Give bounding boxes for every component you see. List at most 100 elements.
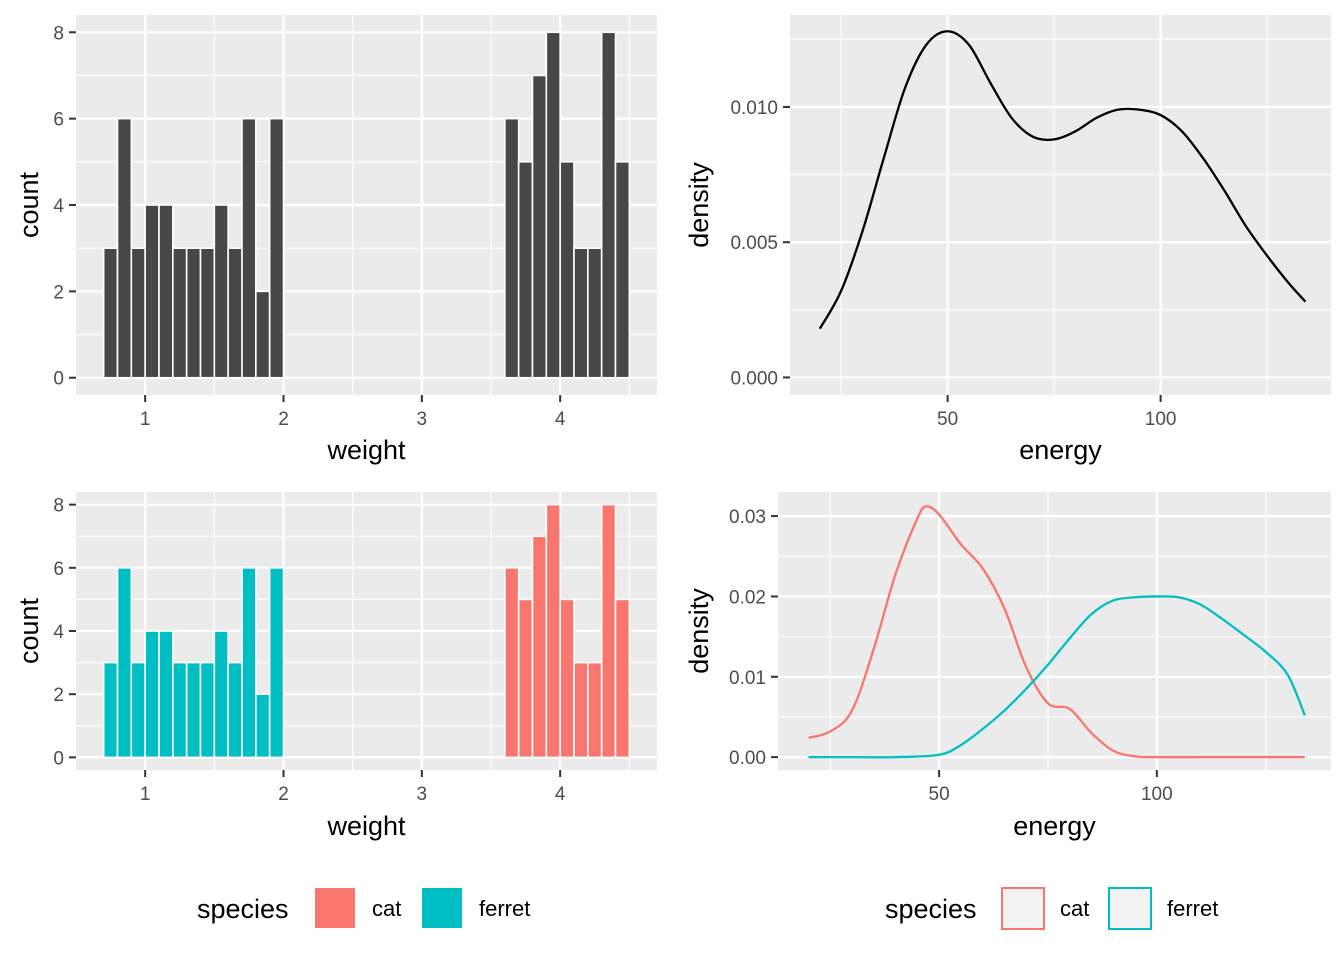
y-tick-label: 0 — [53, 369, 64, 390]
bar-cat — [517, 598, 534, 759]
bar — [213, 204, 229, 379]
bar-cat — [600, 503, 617, 759]
bar-ferret — [185, 661, 202, 759]
bar — [241, 117, 257, 379]
bar — [158, 204, 174, 379]
bar — [531, 74, 548, 379]
legend-left: species cat ferret — [197, 888, 530, 928]
bar — [199, 247, 216, 379]
y-axis-title: count — [14, 171, 44, 238]
y-tick-label: 0.010 — [730, 98, 778, 119]
bar — [614, 161, 631, 379]
bar-ferret — [241, 567, 257, 759]
x-tick-label: 2 — [278, 409, 289, 430]
panel-top-left: 0 2 4 6 8 1 2 3 4 weight count — [14, 15, 657, 465]
bar — [144, 204, 160, 379]
y-tick-label: 8 — [53, 496, 64, 517]
legend-right-ferret-label: ferret — [1167, 896, 1218, 921]
density-line — [818, 30, 1307, 330]
legend-left-cat-key — [315, 888, 355, 928]
y-tick-label: 0.01 — [729, 668, 766, 689]
legend-right-cat-key — [1001, 887, 1045, 930]
bar — [545, 31, 561, 379]
bar-ferret — [199, 661, 216, 759]
bar-cat — [573, 661, 589, 759]
bar — [573, 247, 589, 379]
bar — [116, 117, 133, 379]
y-tick-label: 4 — [53, 196, 64, 217]
panel-bottom-right: 0.00 0.01 0.02 0.03 50 100 energy density — [684, 492, 1331, 841]
bar — [517, 161, 534, 379]
y-tick-label: 0.03 — [729, 507, 766, 528]
bar — [559, 161, 575, 379]
panel-background — [790, 15, 1331, 395]
panel-background — [778, 492, 1331, 770]
legend-right-ferret-key — [1108, 887, 1152, 930]
y-tick-label: 6 — [53, 559, 64, 580]
x-axis-title: weight — [326, 435, 406, 465]
y-tick-label: 0.00 — [729, 748, 766, 769]
y-tick-label: 0.02 — [729, 587, 766, 608]
y-tick-label: 0.005 — [730, 233, 778, 254]
y-axis-title: density — [684, 588, 714, 674]
x-axis-title: energy — [1019, 435, 1102, 465]
legend-left-ferret-label: ferret — [479, 896, 530, 921]
bar-ferret — [144, 630, 160, 759]
bar-cat — [587, 661, 603, 759]
bar-ferret — [130, 661, 146, 759]
legend-right-cat-label: cat — [1060, 896, 1089, 921]
bar — [185, 247, 202, 379]
panel-bottom-left: 0 2 4 6 8 1 2 3 4 weight count — [14, 492, 657, 841]
x-tick-label: 50 — [937, 409, 958, 430]
y-axis-title: count — [14, 597, 44, 664]
bar — [255, 290, 271, 379]
y-tick-label: 0 — [53, 748, 64, 769]
x-tick-label: 3 — [417, 409, 428, 430]
x-tick-label: 2 — [278, 784, 289, 805]
legend-left-ferret-key — [422, 888, 462, 928]
y-tick-label: 2 — [53, 685, 64, 706]
panel-top-right: 0.000 0.005 0.010 50 100 energy density — [684, 15, 1331, 465]
bar-ferret — [255, 693, 271, 759]
bar — [587, 247, 603, 379]
x-tick-label: 100 — [1145, 409, 1177, 430]
x-tick-label: 50 — [929, 784, 950, 805]
bar-cat — [504, 567, 520, 759]
y-tick-label: 6 — [53, 110, 64, 131]
bar-ferret — [172, 661, 188, 759]
legend-left-title: species — [197, 894, 289, 924]
y-tick-label: 0.000 — [730, 368, 778, 389]
bar-cat — [545, 503, 561, 759]
x-tick-label: 3 — [417, 784, 428, 805]
bar-ferret — [158, 630, 174, 759]
x-tick-label: 4 — [555, 409, 566, 430]
bar-ferret — [213, 630, 229, 759]
legend-left-cat-label: cat — [372, 896, 401, 921]
bar-ferret — [227, 661, 243, 759]
x-axis-title: weight — [326, 811, 406, 841]
x-axis-title: energy — [1013, 811, 1096, 841]
y-axis-title: density — [684, 162, 714, 248]
bar-ferret — [102, 661, 119, 759]
bar-cat — [531, 535, 548, 759]
x-tick-label: 1 — [140, 409, 151, 430]
bar — [504, 117, 520, 379]
y-tick-label: 8 — [53, 23, 64, 44]
bar — [130, 247, 146, 379]
legend-right: species cat ferret — [885, 887, 1218, 930]
bar-ferret — [116, 567, 133, 759]
bar — [600, 31, 617, 379]
bar — [172, 247, 188, 379]
y-tick-label: 4 — [53, 622, 64, 643]
bar — [102, 247, 119, 379]
density-line-cat — [808, 505, 1305, 759]
x-tick-label: 1 — [140, 784, 151, 805]
bar-ferret — [268, 567, 285, 759]
legend-right-title: species — [885, 894, 977, 924]
bar-cat — [614, 598, 631, 759]
x-tick-label: 4 — [555, 784, 566, 805]
bar-cat — [559, 598, 575, 759]
x-tick-label: 100 — [1141, 784, 1173, 805]
